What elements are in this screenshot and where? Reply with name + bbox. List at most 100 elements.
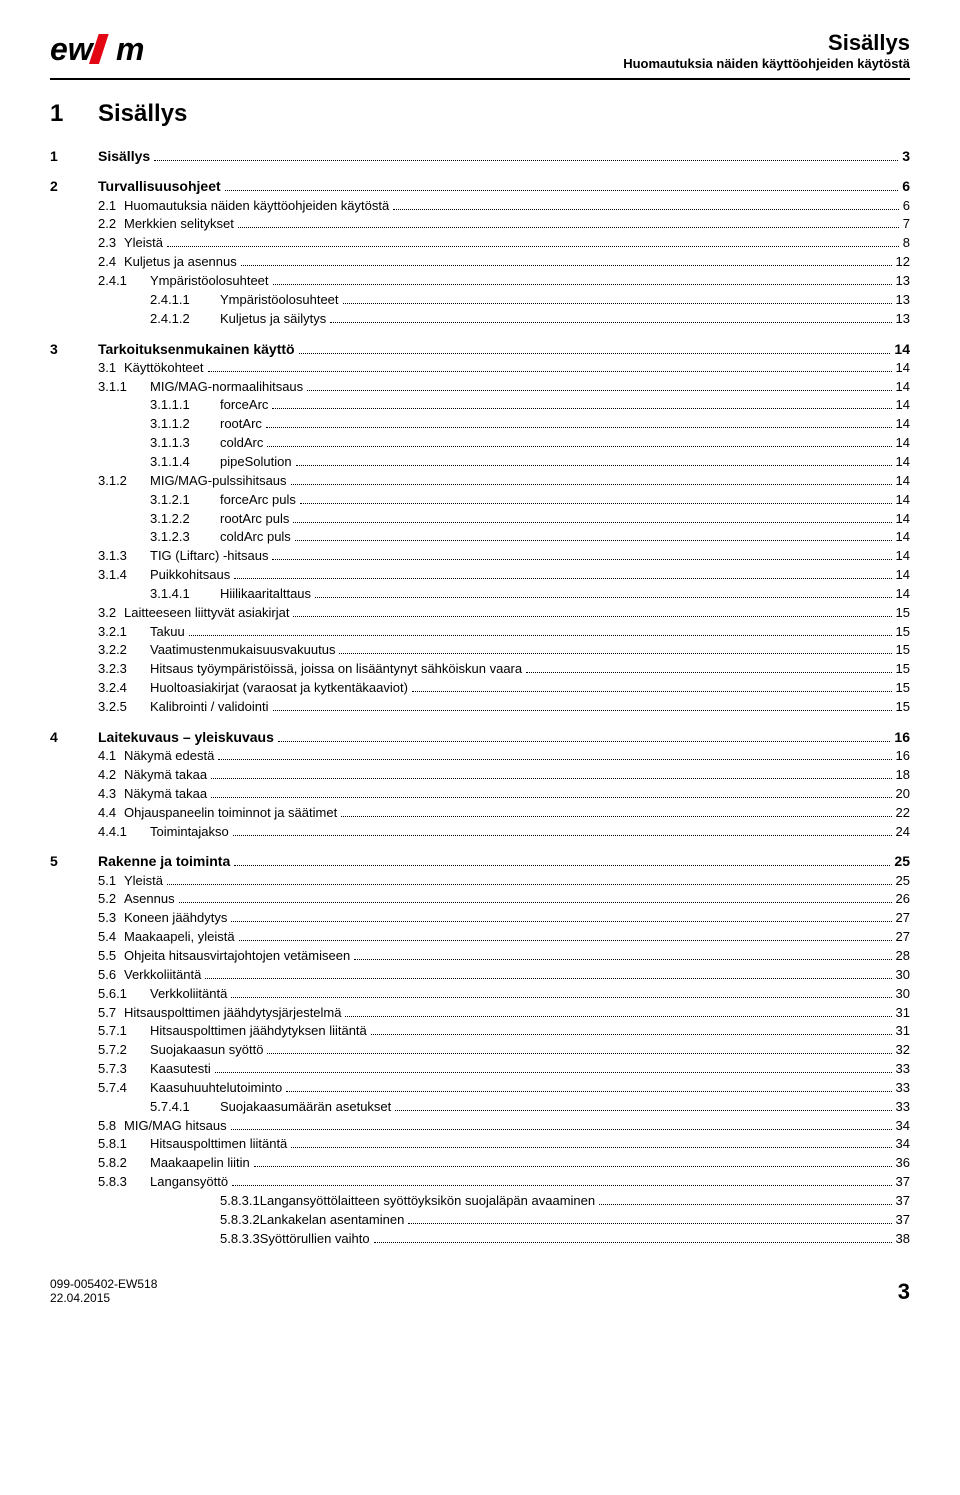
toc-page: 36 xyxy=(896,1154,910,1173)
toc-num: 5.6.1 xyxy=(50,985,150,1004)
toc-dots xyxy=(272,559,891,560)
toc-dots xyxy=(234,578,891,579)
toc-page: 6 xyxy=(903,197,910,216)
toc-label: Asennus xyxy=(124,890,175,909)
toc-num: 5.8 xyxy=(50,1117,124,1136)
toc-dots xyxy=(341,816,891,817)
toc-num: 2.2 xyxy=(50,215,124,234)
toc-num: 2.3 xyxy=(50,234,124,253)
toc-row: 5Rakenne ja toiminta25 xyxy=(50,851,910,871)
toc-label: Hiilikaaritalttaus xyxy=(220,585,311,604)
toc-dots xyxy=(231,997,891,998)
toc-num: 4.3 xyxy=(50,785,124,804)
toc-num: 5.8.3 xyxy=(50,1173,150,1192)
toc-row: 3.2.2Vaatimustenmukaisuusvakuutus15 xyxy=(50,641,910,660)
toc-dots xyxy=(300,503,892,504)
toc-row: 4.4.1Toimintajakso24 xyxy=(50,823,910,842)
toc-row: 5.7.3Kaasutesti33 xyxy=(50,1060,910,1079)
toc-num: 5.7 xyxy=(50,1004,124,1023)
toc-page: 3 xyxy=(902,146,910,166)
toc-num: 3.1.1.1 xyxy=(50,396,220,415)
toc-row: 2.1Huomautuksia näiden käyttöohjeiden kä… xyxy=(50,197,910,216)
toc-row: 5.8.1Hitsauspolttimen liitäntä34 xyxy=(50,1135,910,1154)
toc-row: 3.2.5Kalibrointi / validointi15 xyxy=(50,698,910,717)
toc-dots xyxy=(238,227,899,228)
toc-label: Ohjauspaneelin toiminnot ja säätimet xyxy=(124,804,337,823)
toc-dots xyxy=(291,1147,891,1148)
toc-label: Kaasutesti xyxy=(150,1060,211,1079)
toc-row: 2.4.1Ympäristöolosuhteet13 xyxy=(50,272,910,291)
svg-text:ew: ew xyxy=(50,31,95,67)
toc-num: 5.8.3.3 xyxy=(50,1230,260,1249)
toc-dots xyxy=(233,835,892,836)
toc-row: 2.3Yleistä8 xyxy=(50,234,910,253)
toc-dots xyxy=(408,1223,891,1224)
toc-dots xyxy=(211,797,891,798)
toc-row: 3.1.2.2rootArc puls14 xyxy=(50,510,910,529)
toc-dots xyxy=(232,1185,891,1186)
toc-dots xyxy=(330,322,891,323)
toc-row: 2.2Merkkien selitykset 7 xyxy=(50,215,910,234)
toc-page: 38 xyxy=(896,1230,910,1249)
toc-dots xyxy=(218,759,891,760)
toc-label: coldArc puls xyxy=(220,528,291,547)
toc-page: 25 xyxy=(894,851,910,871)
toc-label: Sisällys xyxy=(98,146,150,166)
toc-label: Merkkien selitykset xyxy=(124,215,234,234)
toc-row: 5.7.4.1Suojakaasumäärän asetukset33 xyxy=(50,1098,910,1117)
toc-row: 5.6Verkkoliitäntä30 xyxy=(50,966,910,985)
header-title: Sisällys xyxy=(623,30,910,56)
toc-num: 5.6 xyxy=(50,966,124,985)
toc-num: 5.8.2 xyxy=(50,1154,150,1173)
page-header: ew m Sisällys Huomautuksia näiden käyttö… xyxy=(50,30,910,80)
toc-page: 31 xyxy=(896,1004,910,1023)
toc-page: 15 xyxy=(896,623,910,642)
toc-label: Ohjeita hitsausvirtajohtojen vetämiseen xyxy=(124,947,350,966)
toc-page: 33 xyxy=(896,1060,910,1079)
toc-label: Verkkoliitäntä xyxy=(124,966,201,985)
header-right: Sisällys Huomautuksia näiden käyttöohjei… xyxy=(623,30,910,71)
toc-dots xyxy=(278,741,891,742)
toc-num: 3 xyxy=(50,339,98,359)
toc-page: 33 xyxy=(896,1098,910,1117)
toc-page: 28 xyxy=(896,947,910,966)
toc-row: 4.3Näkymä takaa20 xyxy=(50,785,910,804)
toc-num: 3.1 xyxy=(50,359,124,378)
logo: ew m xyxy=(50,30,170,72)
toc-row: 3.1.1MIG/MAG-normaalihitsaus14 xyxy=(50,378,910,397)
toc-page: 6 xyxy=(902,176,910,196)
toc-num: 5.7.4 xyxy=(50,1079,150,1098)
toc-num: 5.3 xyxy=(50,909,124,928)
toc-row: 4.4Ohjauspaneelin toiminnot ja säätimet2… xyxy=(50,804,910,823)
toc-label: Hitsauspolttimen jäähdytysjärjestelmä xyxy=(124,1004,341,1023)
toc-row: 5.8.2Maakaapelin liitin36 xyxy=(50,1154,910,1173)
toc-page: 34 xyxy=(896,1135,910,1154)
toc-label: forceArc puls xyxy=(220,491,296,510)
toc-dots xyxy=(412,691,892,692)
toc-page: 15 xyxy=(896,660,910,679)
toc-label: Ympäristöolosuhteet xyxy=(220,291,339,310)
toc-label: rootArc puls xyxy=(220,510,289,529)
toc-label: Koneen jäähdytys xyxy=(124,909,227,928)
toc-row: 5.2Asennus26 xyxy=(50,890,910,909)
toc-label: Syöttörullien vaihto xyxy=(260,1230,370,1249)
toc-num: 3.1.2.1 xyxy=(50,491,220,510)
toc-num: 3.2.1 xyxy=(50,623,150,642)
toc-num: 4.4 xyxy=(50,804,124,823)
toc-label: Kuljetus ja asennus xyxy=(124,253,237,272)
toc-dots xyxy=(339,653,891,654)
toc-dots xyxy=(241,265,892,266)
toc-row: 5.7.2Suojakaasun syöttö32 xyxy=(50,1041,910,1060)
toc-num: 3.1.3 xyxy=(50,547,150,566)
svg-text:m: m xyxy=(116,31,144,67)
toc-row: 2.4.1.1Ympäristöolosuhteet13 xyxy=(50,291,910,310)
toc-page: 37 xyxy=(896,1211,910,1230)
toc-page: 14 xyxy=(896,547,910,566)
toc-dots xyxy=(599,1204,891,1205)
toc-label: Turvallisuusohjeet xyxy=(98,176,221,196)
toc-label: Maakaapeli, yleistä xyxy=(124,928,235,947)
toc-page: 7 xyxy=(903,215,910,234)
toc-page: 27 xyxy=(896,909,910,928)
toc-label: Suojakaasumäärän asetukset xyxy=(220,1098,391,1117)
toc-page: 14 xyxy=(896,528,910,547)
